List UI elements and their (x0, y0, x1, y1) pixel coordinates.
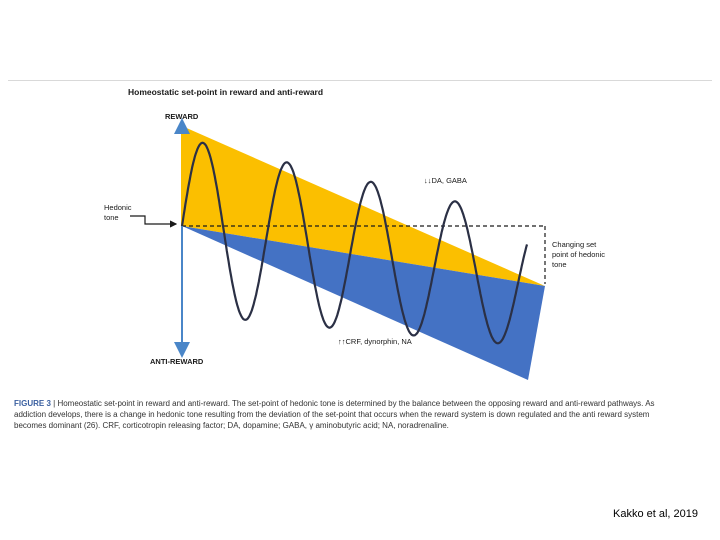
axis-antireward-label: ANTI-REWARD (150, 357, 204, 366)
caption-text: Homeostatic set-point in reward and anti… (14, 399, 655, 430)
setpoint-diagram (130, 118, 546, 380)
caption-separator: | (50, 399, 58, 408)
citation: Kakko et al, 2019 (613, 508, 699, 520)
reward-neurotransmitters-label: ↓↓DA, GABA (424, 176, 467, 185)
caption-label: FIGURE 3 (14, 399, 51, 408)
hedonic-wave (180, 141, 529, 345)
changing-setpoint-label: Changing set point of hedonic tone (552, 240, 605, 269)
axis-reward-label: REWARD (165, 112, 199, 121)
figure-title: Homeostatic set-point in reward and anti… (128, 87, 324, 97)
antireward-region (182, 226, 545, 380)
antireward-neurotransmitters-label: ↑↑CRF, dynorphin, NA (338, 337, 412, 346)
slide-divider (8, 80, 712, 81)
reward-region (182, 126, 545, 286)
hedonic-tone-pointer (130, 215, 178, 228)
hedonic-tone-label: Hedonic tone (104, 203, 132, 222)
figure-caption: FIGURE 3 | Homeostatic set-point in rewa… (14, 398, 684, 431)
